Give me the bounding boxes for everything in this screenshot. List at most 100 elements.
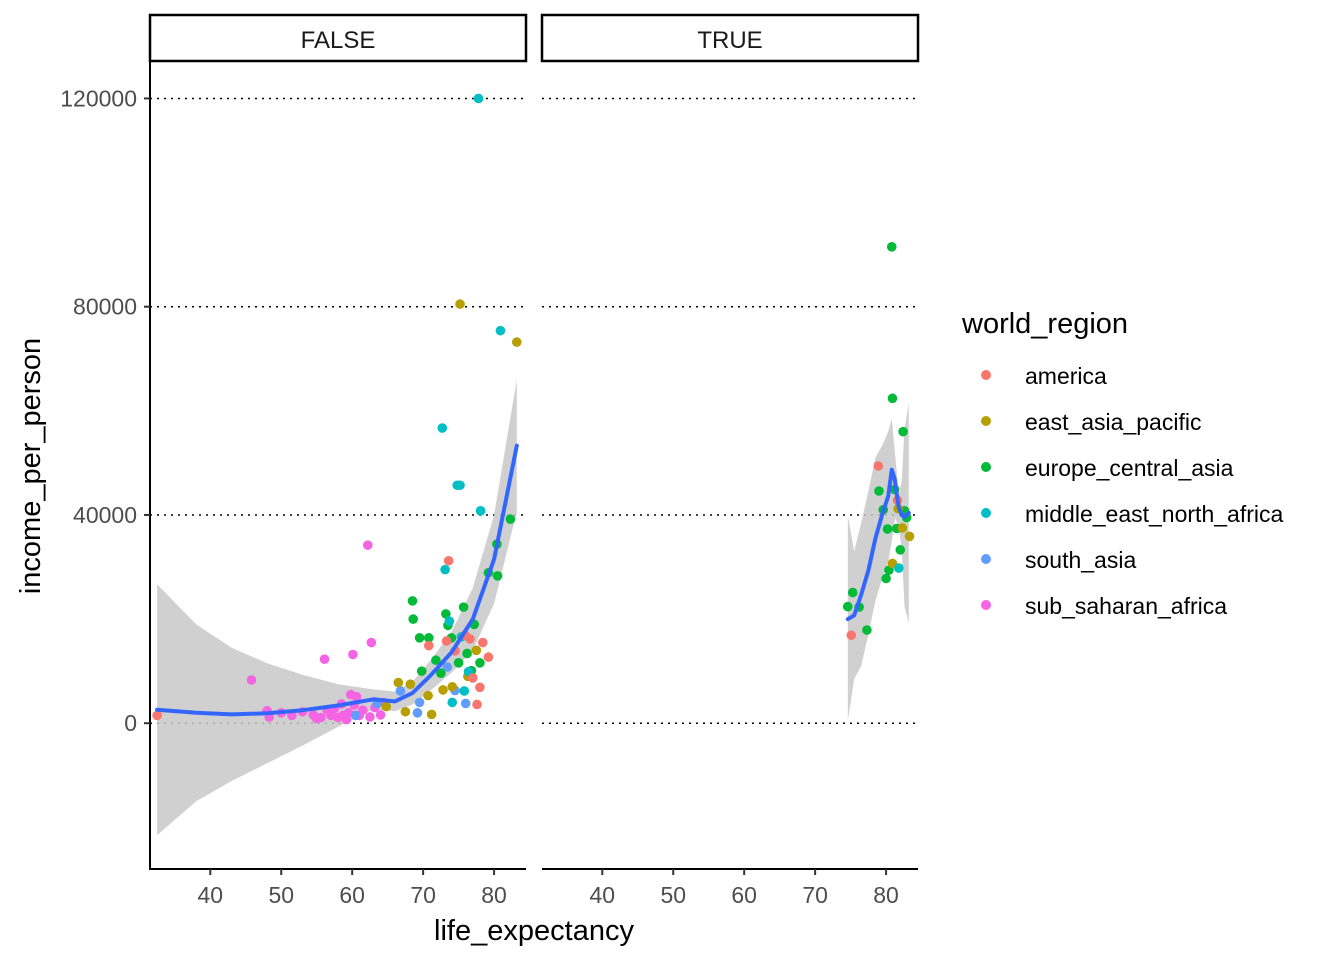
data-point-europe_central_asia <box>874 486 884 496</box>
data-point-middle_east_north_africa <box>475 505 486 516</box>
data-point-east_asia_pacific <box>904 531 915 542</box>
data-point-america <box>477 637 488 648</box>
data-point-east_asia_pacific <box>438 685 448 695</box>
data-point-europe_central_asia <box>887 393 898 404</box>
legend-label-europe_central_asia: europe_central_asia <box>1025 455 1234 481</box>
data-point-east_asia_pacific <box>447 681 458 692</box>
x-tick-label: 80 <box>481 882 507 908</box>
data-point-sub_saharan_africa <box>351 691 362 702</box>
x-ticks-true: 40 50 60 70 80 <box>590 869 899 908</box>
data-point-south_asia <box>460 698 471 709</box>
data-point-south_asia <box>350 710 361 721</box>
data-point-europe_central_asia <box>414 633 425 643</box>
facet-strip-label-false: FALSE <box>301 27 376 54</box>
smooth-line-true <box>845 467 911 622</box>
facet-strip-false <box>148 13 528 63</box>
facet-panel-false: FALSE 40 50 60 70 80 <box>148 13 528 908</box>
x-tick-label: 60 <box>731 882 757 908</box>
data-point-europe_central_asia <box>842 601 853 612</box>
x-tick-label: 50 <box>660 882 686 908</box>
data-point-east_asia_pacific <box>455 299 465 309</box>
data-point-europe_central_asia <box>505 514 516 524</box>
data-point-europe_central_asia <box>424 633 434 643</box>
x-tick-label: 40 <box>590 882 616 908</box>
y-tick-label: 40000 <box>73 502 137 528</box>
data-point-east_asia_pacific <box>511 337 522 347</box>
data-point-sub_saharan_africa <box>358 705 368 716</box>
data-point-europe_central_asia <box>458 602 469 612</box>
data-point-europe_central_asia <box>492 571 503 581</box>
data-point-america <box>846 630 857 641</box>
data-point-europe_central_asia <box>462 648 472 659</box>
data-point-europe_central_asia <box>847 587 858 598</box>
x-ticks-false: 40 50 60 70 80 <box>198 869 507 908</box>
facet-strip-label-true: TRUE <box>697 27 762 54</box>
data-point-east_asia_pacific <box>405 679 416 689</box>
data-point-middle_east_north_africa <box>473 93 484 104</box>
x-tick-label: 60 <box>339 882 365 908</box>
legend-key-middle_east_north_africa <box>981 508 991 518</box>
data-point-middle_east_north_africa <box>437 423 448 433</box>
data-point-america <box>475 682 485 693</box>
data-point-sub_saharan_africa <box>366 637 377 648</box>
data-point-america <box>424 640 434 651</box>
data-point-sub_saharan_africa <box>319 654 330 664</box>
legend-key-sub_saharan_africa <box>981 600 991 610</box>
legend-label-middle_east_north_africa: middle_east_north_africa <box>1025 501 1283 527</box>
data-point-america <box>472 699 482 710</box>
facet-strip-true <box>540 13 920 63</box>
x-tick-label: 70 <box>802 882 828 908</box>
data-point-sub_saharan_africa <box>246 675 257 685</box>
data-point-east_asia_pacific <box>381 701 392 712</box>
data-point-europe_central_asia <box>862 625 872 635</box>
data-point-america <box>465 634 475 644</box>
data-point-america <box>441 636 452 646</box>
data-point-europe_central_asia <box>431 655 441 666</box>
confidence-band <box>157 379 517 836</box>
data-point-middle_east_north_africa <box>495 325 506 336</box>
x-tick-label: 70 <box>410 882 436 908</box>
data-point-europe_central_asia <box>475 658 485 668</box>
data-point-europe_central_asia <box>895 545 906 555</box>
data-point-europe_central_asia <box>416 666 427 676</box>
data-point-sub_saharan_africa <box>348 649 358 660</box>
data-point-middle_east_north_africa <box>447 697 458 708</box>
data-point-europe_central_asia <box>408 614 419 624</box>
data-point-east_asia_pacific <box>393 677 404 688</box>
data-point-america <box>152 710 162 721</box>
data-point-middle_east_north_africa <box>455 480 465 491</box>
y-tick-label: 80000 <box>73 294 137 320</box>
legend-key-america <box>981 370 991 380</box>
data-point-middle_east_north_africa <box>894 563 904 573</box>
smooth-line-false <box>155 443 519 717</box>
data-point-middle_east_north_africa <box>459 686 470 696</box>
legend-key-east_asia_pacific <box>981 416 991 426</box>
y-tick-label: 120000 <box>60 85 137 111</box>
y-ticks: 0 40000 80000 120000 <box>60 85 150 736</box>
data-point-america <box>443 555 454 566</box>
data-point-sub_saharan_africa <box>316 712 326 723</box>
data-point-east_asia_pacific <box>423 690 433 701</box>
data-point-east_asia_pacific <box>400 706 411 717</box>
data-point-america <box>467 673 478 683</box>
data-point-sub_saharan_africa <box>365 712 375 722</box>
legend-key-south_asia <box>981 554 991 564</box>
confidence-band-true <box>847 403 909 721</box>
data-point-europe_central_asia <box>881 573 891 584</box>
data-point-america <box>873 461 884 471</box>
data-point-south_asia <box>412 708 423 718</box>
data-point-south_asia <box>414 697 425 708</box>
facet-panel-true: TRUE 40 50 60 70 80 <box>540 13 920 908</box>
data-point-middle_east_north_africa <box>440 564 450 575</box>
data-point-america <box>483 652 494 662</box>
smooth-line <box>845 467 911 622</box>
x-tick-label: 40 <box>198 882 224 908</box>
data-point-sub_saharan_africa <box>362 540 373 550</box>
data-point-europe_central_asia <box>407 596 418 606</box>
legend-key-europe_central_asia <box>981 462 991 472</box>
legend-entries: america east_asia_pacific europe_central_a… <box>981 363 1283 619</box>
data-point-east_asia_pacific <box>426 709 437 720</box>
data-point-middle_east_north_africa <box>444 616 455 626</box>
smooth-line <box>155 443 519 717</box>
